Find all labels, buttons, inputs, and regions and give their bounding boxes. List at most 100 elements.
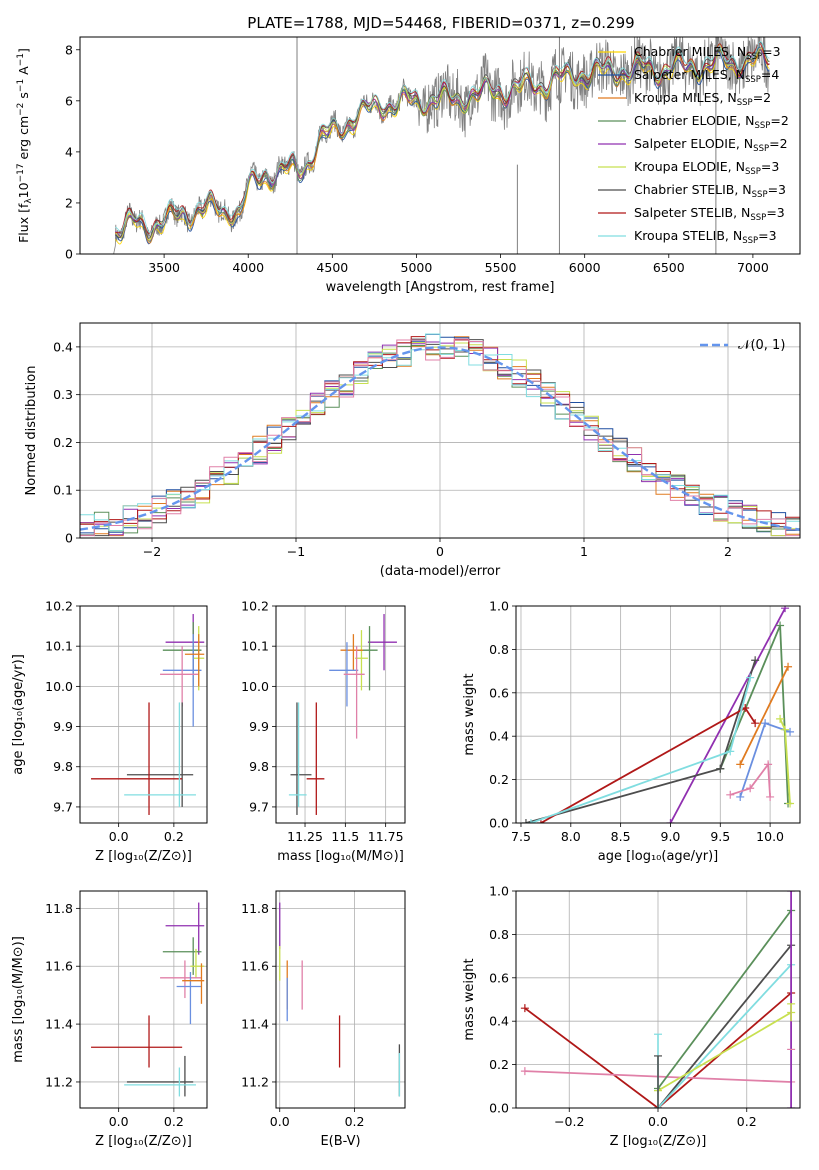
y-tick-label: 8 — [65, 42, 73, 57]
legend-label-tail: =3 — [758, 228, 776, 243]
y-tick-label: 1.0 — [489, 599, 509, 614]
legend-label: Salpeter MILES, NSSP=4 — [634, 67, 779, 85]
weight-marker — [766, 792, 775, 801]
axes-frame — [515, 890, 801, 1109]
y-axis-label-part: ] — [16, 48, 31, 53]
weight-marker — [784, 662, 793, 671]
y-tick-label: 9.7 — [53, 799, 73, 814]
weight-marker — [666, 819, 675, 823]
y-axis-label-part: −1 — [16, 79, 26, 92]
y-tick-label: 0.1 — [53, 483, 73, 498]
y-axis-label: Flux [fλ10−17 erg cm−2 s−1 A−1] — [16, 48, 34, 243]
y-tick-label: 9.7 — [249, 799, 269, 814]
x-axis-label: E(B-V) — [320, 1134, 360, 1149]
legend-label-tail: =2 — [753, 90, 771, 105]
x-tick-label: 0.0 — [109, 829, 129, 844]
y-tick-label: 2 — [65, 195, 73, 210]
weight_vs_Z-panel: −0.2 0.0 0.2 0.0 0.2 0.4 0.6 0.8 1.0 Z [log₁₀(Z/Z… — [462, 884, 801, 1149]
legend-label: Chabrier STELIB, NSSP=3 — [634, 182, 786, 200]
x-tick-label: 0.2 — [345, 1114, 365, 1129]
legend-label-name: Chabrier STELIB, N — [634, 182, 752, 197]
x-tick-label: 9.5 — [710, 829, 730, 844]
age_vs_Z-panel: 0.0 0.2 9.7 9.8 9.9 10.0 10.1 10.2 Z [log₁₀(Z/Z⊙… — [11, 599, 208, 864]
errorbars — [91, 902, 205, 1097]
errorbars — [91, 614, 205, 815]
axes-frame — [79, 890, 208, 1109]
legend-label-name: Chabrier ELODIE, N — [634, 113, 754, 128]
y-tick-label: 0.4 — [489, 729, 509, 744]
legend-label-name: Kroupa ELODIE, N — [634, 159, 745, 174]
y-tick-label: 11.6 — [45, 959, 73, 974]
model-spectrum-line — [115, 46, 770, 242]
legend-label-name: Kroupa STELIB, N — [634, 228, 742, 243]
legend-label-sub: SSP — [750, 213, 766, 223]
normal-curve — [80, 346, 800, 531]
y-axis-label: Normed distribution — [24, 366, 39, 496]
weight-marker — [764, 760, 773, 769]
axes-frame — [515, 605, 801, 824]
y-tick-label: 10.0 — [241, 679, 269, 694]
y-axis-label-part: −17 — [16, 163, 26, 182]
weight-series-line — [525, 660, 757, 823]
legend-label: Salpeter ELODIE, NSSP=2 — [634, 136, 788, 154]
mass_vs_Z-panel: 0.0 0.2 11.2 11.4 11.6 11.8 Z [log₁₀(Z/Z⊙)] mas… — [11, 890, 208, 1149]
histogram-series — [80, 338, 800, 537]
y-tick-label: 0.6 — [489, 685, 509, 700]
legend-label-name: Salpeter ELODIE, N — [634, 136, 753, 151]
y-tick-label: 0.8 — [489, 927, 509, 942]
y-tick-label: 9.8 — [53, 759, 73, 774]
weight-marker — [781, 725, 790, 734]
weight-marker — [520, 1067, 529, 1076]
y-tick-label: 0.2 — [53, 435, 73, 450]
y-tick-label: 0.8 — [489, 642, 509, 657]
axes-frame — [79, 322, 801, 539]
legend-label-sub: SSP — [745, 75, 761, 85]
y-tick-label: 0.0 — [489, 816, 509, 831]
legend-label-name: Chabrier MILES, N — [634, 44, 746, 59]
axes-frame — [79, 605, 208, 824]
y-axis-label-part: erg cm — [16, 116, 31, 164]
y-axis-label-part: λ — [24, 198, 34, 204]
weight-lines — [521, 606, 795, 823]
y-tick-label: 9.9 — [249, 719, 269, 734]
axes-frame — [79, 36, 801, 255]
x-axis-label: (data-model)/error — [380, 564, 501, 579]
x-tick-label: 10.0 — [756, 829, 784, 844]
y-axis-label: mass weight — [462, 958, 477, 1040]
y-tick-label: 10.2 — [45, 599, 73, 614]
y-axis-label-part: −1 — [16, 53, 26, 66]
legend-label-sub: SSP — [737, 98, 753, 108]
x-tick-label: 5500 — [485, 260, 517, 275]
weight-marker — [736, 792, 745, 801]
legend-label-tail: =4 — [761, 67, 779, 82]
figure-title: PLATE=1788, MJD=54468, FIBERID=0371, z=0… — [247, 14, 634, 32]
y-tick-label: 10.1 — [45, 639, 73, 654]
y-tick-label: 0.4 — [489, 1014, 509, 1029]
weight-marker — [520, 1004, 529, 1013]
x-axis-label: age [log₁₀(age/yr)] — [598, 849, 719, 864]
spectrum-panel: 3500 4000 4500 5000 5500 6000 6500 7000 0 2 4 6 8 wav… — [16, 36, 801, 295]
weight-marker — [776, 714, 785, 723]
legend-label-sub: SSP — [754, 121, 770, 131]
x-tick-label: 8.5 — [611, 829, 631, 844]
model-spectrum-line — [115, 41, 770, 234]
x-axis-label: Z [log₁₀(Z/Z⊙)] — [610, 1134, 707, 1149]
weight-series-line — [657, 909, 792, 1090]
x-tick-label: 8.0 — [561, 829, 581, 844]
weight_vs_age-panel: 7.5 8.0 8.5 9.0 9.5 10.0 0.0 0.2 0.4 0.6 0.8 1.0 age… — [462, 599, 801, 864]
weight-marker — [781, 606, 790, 613]
x-tick-label: 0.0 — [270, 1114, 290, 1129]
legend-label-tail: =3 — [762, 44, 780, 59]
x-tick-label: 11.5 — [331, 829, 359, 844]
weight-series-line — [719, 625, 789, 804]
x-tick-label: 6000 — [569, 260, 601, 275]
legend-label: 𝒩(0, 1) — [738, 338, 785, 353]
weight-series-line — [739, 666, 789, 765]
x-tick-label: 0.2 — [164, 829, 184, 844]
y-axis-label: mass weight — [462, 673, 477, 755]
y-tick-label: 4 — [65, 144, 73, 159]
y-tick-label: 10.0 — [45, 679, 73, 694]
y-axis-label-part: s — [16, 92, 31, 103]
legend-label-tail: =2 — [770, 113, 788, 128]
